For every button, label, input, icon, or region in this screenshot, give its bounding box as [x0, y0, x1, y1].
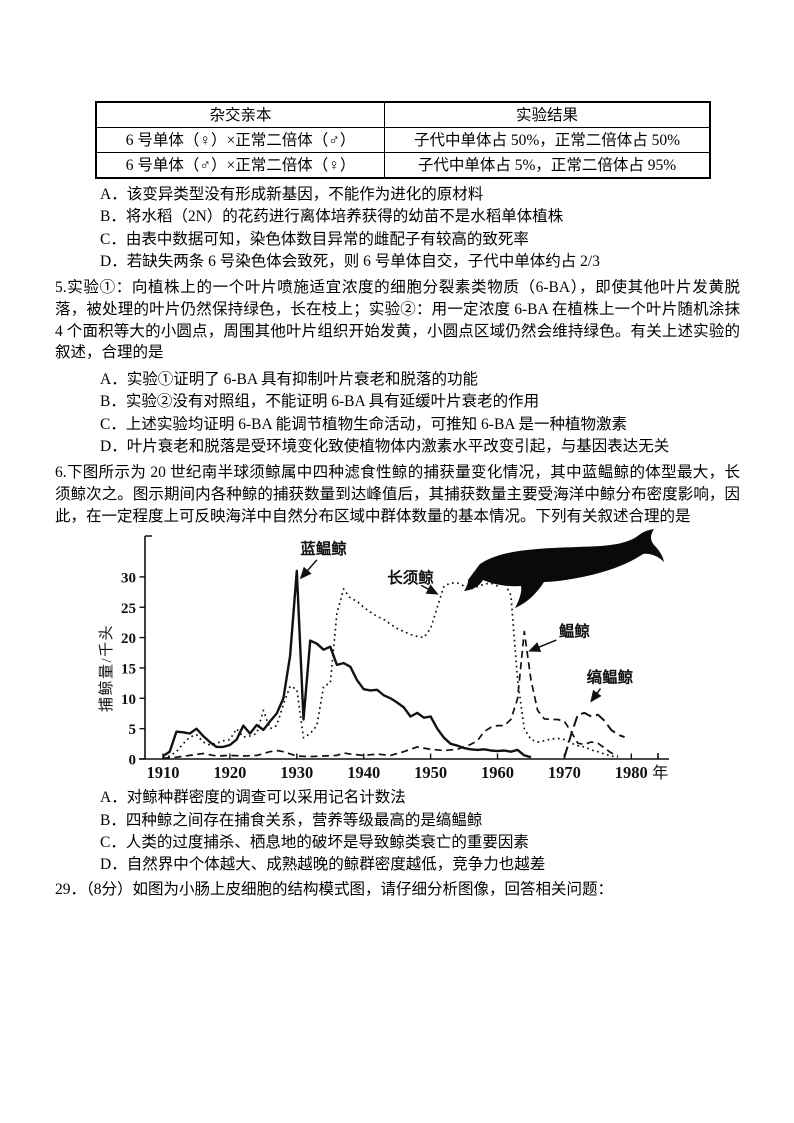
question-4-options: A．该变异类型没有形成新基因，不能作为进化的原材料 B．将水稻（2N）的花药进行… [55, 184, 740, 273]
question-6-options: A．对鲸种群密度的调查可以采用记名计数法 B．四种鲸之间存在捕食关系，营养等级最… [55, 787, 740, 876]
table-header-row: 杂交亲本 实验结果 [95, 101, 711, 128]
series-label-sei-whale: 鳁鲸 [559, 622, 591, 641]
table-row: 6 号单体（♀）×正常二倍体（♂） 子代中单体占 50%，正常二倍体占 50% [95, 127, 711, 153]
y-tick-label: 5 [129, 722, 137, 738]
y-tick-label: 20 [121, 631, 136, 647]
chart-plot-area: 0 5 10 15 20 25 30 1910 1920 1930 1940 1950 1960 1970… [98, 535, 669, 782]
y-tick-label: 30 [121, 571, 136, 587]
series-label-blue-whale: 蓝鳁鲸 [300, 539, 347, 558]
x-tick-label: 1910 [147, 763, 180, 782]
series-line-fin-whale [162, 582, 619, 759]
question-5-options: A．实验①证明了 6-BA 具有抑制叶片衰老和脱落的功能 B．实验②没有对照组，… [55, 369, 740, 458]
option-6-b: B．四种鲸之间存在捕食关系，营养等级最高的是缟鳁鲸 [100, 811, 483, 829]
option-5-b: B．实验②没有对照组，不能证明 6-BA 具有延缓叶片衰老的作用 [100, 393, 540, 411]
option-5-a: A．实验①证明了 6-BA 具有抑制叶片衰老和脱落的功能 [100, 371, 479, 388]
whale-chart: 0 5 10 15 20 25 30 1910 1920 1930 1940 1950 1960 1970… [98, 529, 669, 782]
series-line-minke-whale [563, 712, 625, 758]
question-6-text: 6.下图所示为 20 世纪南半球须鲸属中四种滤食性鲸的捕获量变化情况，其中蓝鳁鲸… [55, 464, 740, 525]
option-6-a: A．对鲸种群密度的调查可以采用记名计数法 [100, 789, 406, 807]
question-5-text: 5.实验①：向植株上的一个叶片喷施适宜浓度的细胞分裂素类物质（6-BA），即使其… [55, 279, 740, 362]
question-29-text: 29．（8分）如图为小肠上皮细胞的结构模式图，请仔细分析图像，回答相关问题： [55, 881, 614, 899]
option-5-d: D．叶片衰老和脱落是受环境变化致使植物体内激素水平改变引起，与基因表达无关 [100, 437, 670, 455]
x-tick-label: 1920 [213, 763, 246, 782]
x-tick-label: 1940 [347, 763, 380, 782]
annotation-arrow-blue-whale [299, 559, 318, 580]
series-label-fin-whale: 长须鲸 [387, 568, 434, 587]
y-axis-title: 捕鲸量/千头 [98, 624, 115, 712]
hybrid-cross-table: 杂交亲本 实验结果 6 号单体（♀）×正常二倍体（♂） 子代中单体占 50%，正… [95, 101, 711, 179]
y-tick-label: 15 [121, 662, 136, 678]
whale-catch-figure: 0 5 10 15 20 25 30 1910 1920 1930 1940 1950 1960 1970… [97, 529, 740, 785]
y-tick-label: 10 [121, 692, 136, 708]
y-tick-label: 0 [129, 753, 137, 769]
option-4-b: B．将水稻（2N）的花药进行离体培养获得的幼苗不是水稻单体植株 [100, 208, 564, 226]
table-header-results: 实验结果 [384, 101, 711, 128]
annotation-arrow-sei-whale [528, 639, 557, 653]
annotation-arrow-fin-whale [420, 584, 439, 595]
series-label-minke-whale: 缟鳁鲸 [587, 668, 634, 687]
axes [139, 535, 669, 761]
x-tick-label: 1950 [414, 763, 447, 782]
table-cell-cross-1: 6 号单体（♀）×正常二倍体（♂） [95, 127, 386, 153]
table-cell-result-2: 子代中单体占 5%，正常二倍体占 95% [384, 152, 711, 179]
option-6-c: C．人类的过度捕杀、栖息地的破坏是导致鲸类衰亡的重要因素 [100, 833, 529, 851]
option-4-a: A．该变异类型没有形成新基因，不能作为进化的原材料 [100, 186, 484, 203]
option-6-d: D．自然界中个体越大、成熟越晚的鲸群密度越低，竞争力也越差 [100, 856, 546, 874]
y-tick-label: 25 [121, 601, 136, 617]
table-cell-cross-2: 6 号单体（♂）×正常二倍体（♀） [95, 152, 386, 179]
table-header-parents: 杂交亲本 [95, 101, 386, 128]
x-tick-label: 1980 [615, 763, 648, 782]
whale-silhouette-icon [461, 529, 664, 609]
x-axis-unit: 年 [652, 764, 668, 782]
x-tick-label: 1960 [481, 763, 514, 782]
option-4-d: D．若缺失两条 6 号染色体会致死，则 6 号单体自交，子代中单体约占 2/3 [100, 252, 600, 270]
x-tick-label: 1970 [548, 763, 581, 782]
annotation-arrow-minke-whale [590, 688, 602, 703]
x-tick-label: 1930 [280, 763, 313, 782]
series-line-blue-whale [162, 569, 532, 759]
series-line-sei-whale [162, 630, 619, 760]
option-4-c: C．由表中数据可知，染色体数目异常的雌配子有较高的致死率 [100, 230, 529, 248]
option-5-c: C．上述实验均证明 6-BA 能调节植物生命活动，可推知 6-BA 是一种植物激… [100, 415, 628, 433]
table-row: 6 号单体（♂）×正常二倍体（♀） 子代中单体占 5%，正常二倍体占 95% [95, 152, 711, 179]
table-cell-result-1: 子代中单体占 50%，正常二倍体占 50% [384, 127, 711, 153]
